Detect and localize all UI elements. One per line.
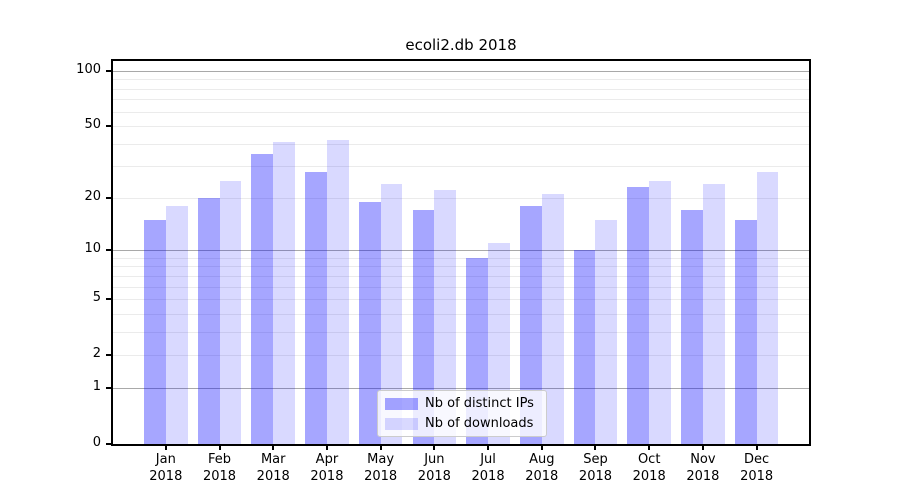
chart-title: ecoli2.db 2018 [405,36,517,54]
y-tick-label: 100 [76,61,101,77]
x-tick-label: Oct 2018 [632,452,666,484]
bar-ips-dec [734,219,757,444]
x-tick-label: Apr 2018 [310,452,344,484]
gridline-minor [113,286,809,288]
y-tick-label: 1 [92,378,101,394]
y-tick-label: 10 [84,241,101,257]
bar-ips-mar [251,154,274,444]
y-tick-mark [106,298,111,300]
y-tick-label: 5 [92,290,101,305]
bar-ips-aug [519,205,542,444]
y-tick-mark [106,249,111,252]
x-tick-mark [218,445,221,450]
x-tick-label: Nov 2018 [686,452,720,484]
x-tick-label: Mar 2018 [256,452,290,484]
x-tick-mark [755,445,758,450]
legend-label-distinct-ips: Nb of distinct IPs [425,396,534,411]
x-tick-mark [433,445,436,450]
bar-ips-sep [573,250,596,444]
legend-swatch-downloads [385,417,418,430]
x-tick-mark [701,445,704,450]
y-tick-mark [106,125,111,128]
gridline-major [113,250,809,252]
legend-label-downloads: Nb of downloads [425,416,534,431]
legend: Nb of distinct IPs Nb of downloads [377,390,547,437]
y-tick-label: 0 [92,434,101,450]
y-tick-mark [106,353,111,356]
x-tick-label: Dec 2018 [740,452,774,484]
gridline-major [113,387,809,389]
bar-ips-feb [197,197,220,444]
y-tick-label: 20 [84,188,101,204]
y-tick-mark [106,196,111,199]
gridline-minor [113,143,809,145]
gridline-minor [113,331,809,333]
bar-downloads-jan [165,205,188,444]
bar-ips-nov [681,210,703,444]
y-tick-label: 2 [92,345,101,361]
bar-downloads-may [380,183,403,444]
bar-downloads-aug [541,194,564,444]
bar-downloads-feb [219,180,242,444]
gridline-minor [113,313,809,315]
gridline-minor [113,275,809,277]
x-tick-mark [164,445,167,450]
x-tick-label: May 2018 [364,452,398,484]
gridline-minor [113,166,809,168]
bar-downloads-mar [273,141,296,444]
x-tick-mark [487,445,490,450]
gridline-minor [113,354,809,356]
bar-ips-may [358,201,381,444]
x-tick-mark [379,445,382,450]
gridline-minor [113,266,809,268]
gridline-minor [113,299,809,300]
gridline-minor [113,197,809,199]
bar-ips-jan [144,219,166,444]
gridline-minor [113,111,809,113]
x-tick-mark [540,445,543,450]
x-tick-label: Jul 2018 [471,452,505,484]
gridline-minor [113,257,809,259]
x-tick-label: Jun 2018 [417,452,451,484]
x-tick-mark [325,445,328,450]
gridline-minor [113,99,809,101]
gridline-minor [113,88,809,90]
bar-ips-oct [627,187,650,444]
x-tick-label: Aug 2018 [525,452,559,484]
x-tick-mark [594,445,597,450]
bar-downloads-jun [434,190,457,444]
bar-ips-jun [412,210,435,444]
gridline-minor [113,126,809,128]
legend-swatch-distinct-ips [385,397,418,410]
x-tick-label: Feb 2018 [202,452,237,484]
x-tick-label: Jan 2018 [149,452,183,484]
x-tick-mark [648,445,651,450]
y-tick-mark [106,386,111,389]
bar-downloads-apr [326,139,349,444]
legend-entry-downloads: Nb of downloads [385,416,539,431]
gridline-major [113,70,809,72]
x-tick-label: Sep 2018 [578,452,613,484]
x-tick-mark [272,445,275,450]
bar-downloads-nov [702,183,725,444]
bar-downloads-oct [649,180,671,444]
bar-ips-apr [305,171,327,444]
y-tick-mark [106,69,111,72]
legend-entry-distinct-ips: Nb of distinct IPs [385,396,539,411]
bar-downloads-sep [595,219,618,444]
y-tick-label: 50 [84,117,101,133]
bar-downloads-dec [756,171,779,444]
plot-area [113,61,809,444]
gridline-minor [113,79,809,81]
y-tick-mark [106,442,111,445]
